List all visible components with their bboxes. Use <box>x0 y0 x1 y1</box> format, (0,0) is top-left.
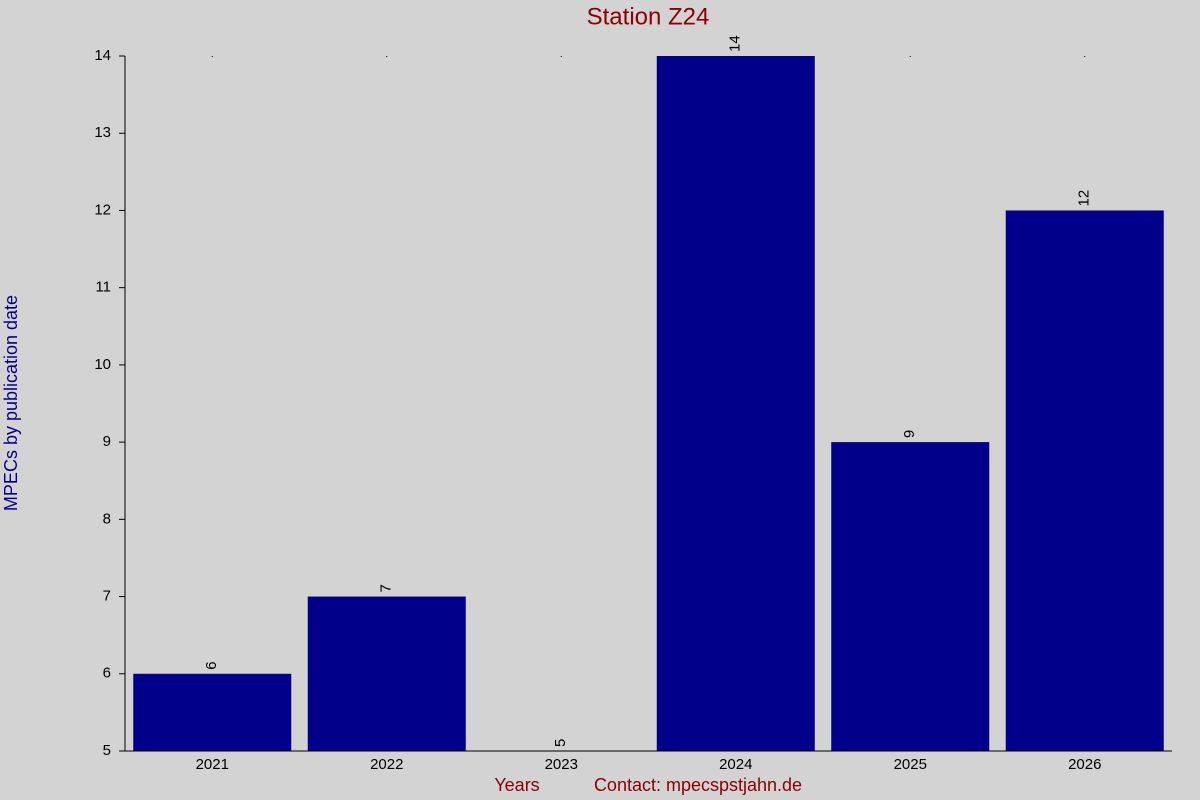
top-tick <box>1084 56 1086 57</box>
top-tick <box>386 56 388 57</box>
y-tick-label: 10 <box>94 356 111 373</box>
y-tick-label: 14 <box>94 47 111 64</box>
x-tick-label: 2025 <box>894 756 927 773</box>
y-tick-label: 5 <box>103 742 111 759</box>
top-tick <box>211 56 213 57</box>
x-tick-label: 2022 <box>370 756 403 773</box>
data-label: 12 <box>1076 190 1093 207</box>
top-tick <box>560 56 562 57</box>
y-axis-title: MPECs by publication date <box>1 295 21 511</box>
bar <box>831 442 990 751</box>
y-tick-label: 7 <box>103 588 111 605</box>
x-tick-label: 2026 <box>1068 756 1101 773</box>
y-tick-label: 9 <box>103 433 111 450</box>
y-tick-label: 12 <box>94 201 111 218</box>
bar <box>1005 210 1164 751</box>
y-tick-label: 11 <box>95 279 111 296</box>
data-label: 6 <box>203 661 220 669</box>
x-axis-title: Years <box>494 775 539 795</box>
y-tick-label: 6 <box>103 665 111 682</box>
bar <box>133 673 292 751</box>
x-tick-label: 2024 <box>719 756 752 773</box>
data-label: 14 <box>727 35 744 52</box>
data-label: 7 <box>378 584 395 592</box>
data-label: 5 <box>552 739 569 747</box>
y-tick-label: 13 <box>94 124 111 141</box>
chart-title: Station Z24 <box>587 3 710 30</box>
y-tick-label: 8 <box>103 510 111 527</box>
top-tick <box>909 56 911 57</box>
x-tick-label: 2021 <box>196 756 229 773</box>
bar <box>656 56 815 751</box>
contact: Contact: mpecspstjahn.de <box>594 775 802 795</box>
data-label: 9 <box>901 430 918 438</box>
x-tick-label: 2023 <box>545 756 578 773</box>
bar <box>307 596 466 751</box>
